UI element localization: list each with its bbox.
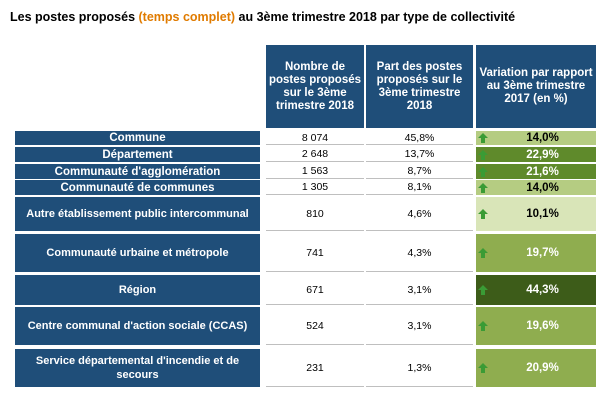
row-label: Service départemental d'incendie et de s… bbox=[15, 349, 260, 387]
row-label: Communauté d'agglomération bbox=[15, 164, 260, 179]
row-variation-value: 14,0% bbox=[526, 181, 559, 194]
row-share: 13,7% bbox=[366, 147, 473, 162]
arrow-up-icon bbox=[477, 166, 489, 178]
row-share: 8,1% bbox=[366, 180, 473, 195]
row-variation: 14,0% bbox=[476, 180, 596, 195]
row-count: 231 bbox=[266, 349, 364, 387]
row-variation: 19,6% bbox=[476, 307, 596, 345]
row-count: 1 563 bbox=[266, 164, 364, 179]
arrow-up-icon bbox=[477, 132, 489, 144]
row-variation-value: 22,9% bbox=[526, 148, 559, 161]
row-share: 3,1% bbox=[366, 307, 473, 345]
row-count: 810 bbox=[266, 197, 364, 231]
row-variation: 20,9% bbox=[476, 349, 596, 387]
row-variation-value: 10,1% bbox=[526, 208, 559, 220]
row-variation: 10,1% bbox=[476, 197, 596, 231]
row-variation-value: 19,6% bbox=[526, 320, 559, 332]
title-highlight: (temps complet) bbox=[138, 10, 236, 24]
row-count: 741 bbox=[266, 234, 364, 272]
row-share: 3,1% bbox=[366, 275, 473, 305]
row-share: 8,7% bbox=[366, 164, 473, 179]
row-share: 1,3% bbox=[366, 349, 473, 387]
row-count: 671 bbox=[266, 275, 364, 305]
row-variation: 22,9% bbox=[476, 147, 596, 162]
row-variation-value: 20,9% bbox=[526, 362, 559, 374]
arrow-up-icon bbox=[477, 149, 489, 161]
row-variation-value: 14,0% bbox=[526, 132, 559, 144]
row-count: 2 648 bbox=[266, 147, 364, 162]
arrow-up-icon bbox=[477, 284, 489, 296]
header-share-label: Part des postes proposés sur le 3ème tri… bbox=[376, 60, 463, 112]
row-variation: 14,0% bbox=[476, 131, 596, 145]
row-label: Commune bbox=[15, 131, 260, 145]
arrow-up-icon bbox=[477, 320, 489, 332]
title-part2: au 3ème trimestre 2018 par type de colle… bbox=[235, 10, 516, 24]
row-label: Communauté de communes bbox=[15, 180, 260, 195]
row-share: 45,8% bbox=[366, 131, 473, 145]
row-label: Centre communal d'action sociale (CCAS) bbox=[15, 307, 260, 345]
title-part1: Les postes proposés bbox=[10, 10, 139, 24]
row-variation-value: 44,3% bbox=[526, 284, 559, 296]
row-variation: 19,7% bbox=[476, 234, 596, 272]
row-label: Communauté urbaine et métropole bbox=[15, 234, 260, 272]
row-variation-value: 19,7% bbox=[526, 247, 559, 259]
header-count: Nombre de postes proposés sur le 3ème tr… bbox=[266, 45, 364, 128]
row-share: 4,6% bbox=[366, 197, 473, 231]
row-label: Autre établissement public intercommunal bbox=[15, 197, 260, 231]
page-title: Les postes proposés (temps complet) au 3… bbox=[10, 10, 515, 24]
arrow-up-icon bbox=[477, 362, 489, 374]
row-share: 4,3% bbox=[366, 234, 473, 272]
header-variation: Variation par rapport au 3ème trimestre … bbox=[476, 45, 596, 128]
row-count: 1 305 bbox=[266, 180, 364, 195]
header-count-label: Nombre de postes proposés sur le 3ème tr… bbox=[268, 60, 362, 112]
arrow-up-icon bbox=[477, 182, 489, 194]
row-label: Département bbox=[15, 147, 260, 162]
row-count: 8 074 bbox=[266, 131, 364, 145]
arrow-up-icon bbox=[477, 208, 489, 220]
row-label: Région bbox=[15, 275, 260, 305]
header-share: Part des postes proposés sur le 3ème tri… bbox=[366, 45, 473, 128]
row-variation: 44,3% bbox=[476, 275, 596, 305]
row-count: 524 bbox=[266, 307, 364, 345]
arrow-up-icon bbox=[477, 247, 489, 259]
row-variation-value: 21,6% bbox=[526, 165, 559, 178]
row-variation: 21,6% bbox=[476, 164, 596, 179]
header-variation-label: Variation par rapport au 3ème trimestre … bbox=[479, 67, 593, 105]
